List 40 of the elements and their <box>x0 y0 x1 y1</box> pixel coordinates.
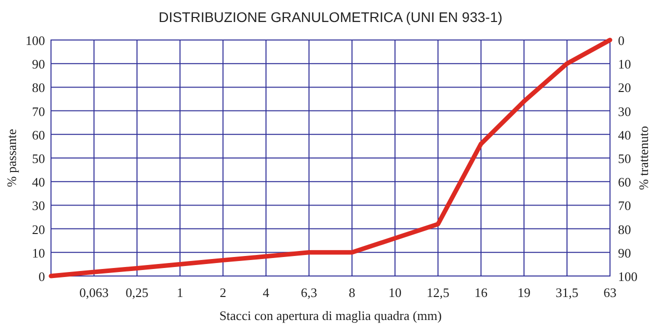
y-tick-label: 0 <box>38 269 45 284</box>
y-tick-label: 10 <box>32 245 45 260</box>
x-tick-label: 0,25 <box>126 285 148 300</box>
y-axis-title: % passante <box>4 128 19 188</box>
y2-tick-label: 20 <box>618 80 631 96</box>
x-tick-label: 31,5 <box>556 285 578 300</box>
line-series <box>48 38 612 278</box>
y2-tick-label: 0 <box>618 33 624 48</box>
x-axis-title: Stacci con apertura di maglia quadra (mm) <box>219 308 442 323</box>
y2-tick-label: 10 <box>618 56 631 72</box>
y-tick-label: 70 <box>32 104 45 119</box>
x-tick-label: 4 <box>262 285 270 300</box>
x-tick-label: 12,5 <box>426 285 450 300</box>
y-tick-label: 40 <box>32 174 45 190</box>
y2-tick-label: 70 <box>618 198 631 214</box>
x-tick-label: 6,3 <box>300 285 318 300</box>
y-tick-label: 90 <box>32 56 45 72</box>
chart-title: DISTRIBUZIONE GRANULOMETRICA (UNI EN 933-1) <box>158 9 502 25</box>
x-tick-label: 19 <box>518 285 530 300</box>
y-tick-label: 60 <box>32 127 45 142</box>
y2-tick-label: 80 <box>618 222 631 237</box>
y2-tick-label: 60 <box>618 174 631 190</box>
x-tick-label: 16 <box>474 285 488 300</box>
y2-tick-label: 90 <box>618 245 631 260</box>
x-tick-label: 1 <box>176 285 184 300</box>
y-tick-label: 30 <box>32 198 45 214</box>
x-tick-label: 63 <box>604 285 616 300</box>
x-tick-label: 2 <box>220 285 226 300</box>
y2-tick-label: 30 <box>618 104 631 119</box>
y2-axis-title: % trattenuto <box>636 126 651 190</box>
y2-tick-label: 50 <box>618 151 631 166</box>
y2-tick-label: 100 <box>618 269 638 284</box>
x-tick-label: 10 <box>388 285 402 300</box>
y-tick-label: 80 <box>32 80 45 96</box>
x-tick-label: 8 <box>348 285 356 300</box>
y-tick-label: 20 <box>32 222 45 237</box>
y-tick-label: 100 <box>26 33 45 48</box>
y2-tick-label: 40 <box>618 127 631 142</box>
y-tick-label: 50 <box>32 151 45 166</box>
x-tick-label: 0,063 <box>79 285 109 300</box>
